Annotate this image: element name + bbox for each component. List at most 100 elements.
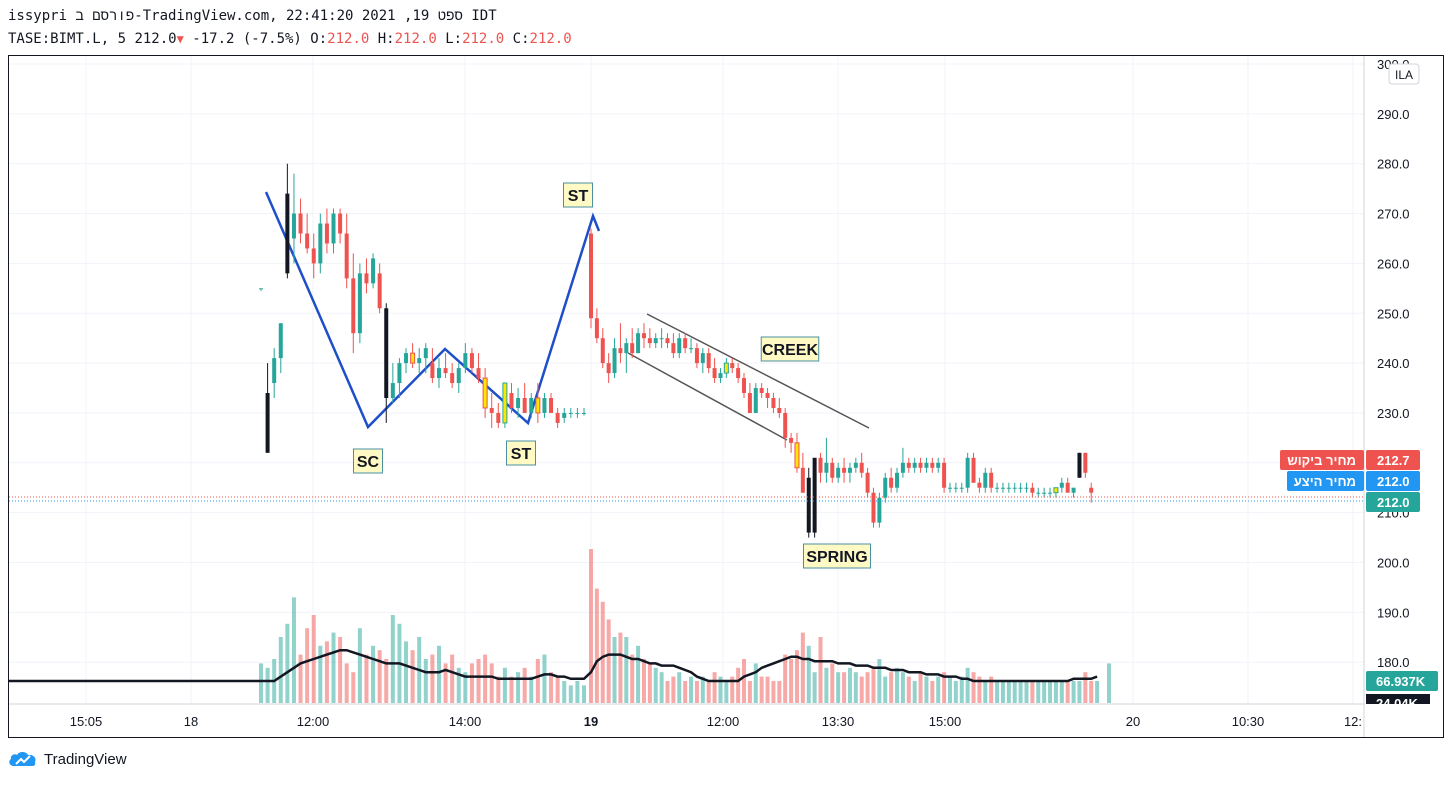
candle-body (1048, 492, 1053, 494)
volume-bar (736, 667, 741, 703)
candle-body (959, 487, 964, 489)
volume-bar (971, 672, 976, 703)
bid-price: 212.7 (1377, 453, 1410, 468)
volume-bar (568, 685, 573, 703)
ohlc-high-value: 212.0 (394, 31, 437, 47)
candle-body (865, 472, 870, 493)
ask-label: מחיר היצע (1294, 474, 1356, 489)
volume-bar (331, 632, 336, 703)
candle-body (1053, 487, 1059, 494)
volume-bar (895, 667, 900, 703)
volume-bar (364, 654, 369, 703)
chart-frame[interactable] (8, 55, 1444, 738)
currency-badge[interactable]: ILA (1388, 63, 1420, 85)
volume-bar (753, 663, 758, 703)
volume-bar (718, 676, 723, 703)
annotation-spring: SPRING (806, 549, 867, 566)
candle-body (983, 472, 988, 488)
price-tick-label: 240.0 (1377, 356, 1410, 371)
down-triangle-icon: ▼ (176, 32, 184, 46)
volume-bar (600, 601, 605, 703)
volume-bar (830, 663, 835, 703)
volume-bar (1006, 681, 1011, 703)
candle-body (912, 462, 917, 468)
candle-body (351, 278, 356, 334)
volume-bar (496, 676, 501, 703)
volume-bar (463, 672, 468, 703)
candle-body (871, 492, 876, 523)
candle-body (659, 338, 664, 340)
candle-body (618, 348, 623, 354)
candle-body (677, 338, 682, 354)
time-tick-label: 13:30 (822, 714, 855, 729)
volume-bar (562, 681, 567, 703)
time-tick-label: 12: (1344, 714, 1362, 729)
annotation-box (760, 336, 820, 362)
symbol-name[interactable]: TASE:BIMT.L, 5 (8, 31, 127, 47)
volume-bar (351, 672, 356, 703)
volume-bar (630, 654, 635, 703)
creek-channel-upper (646, 313, 870, 429)
volume-bar (818, 637, 823, 703)
candle-body (671, 343, 676, 354)
candle-body (995, 487, 1000, 489)
volume-bar (871, 667, 876, 703)
volume-bar (404, 641, 409, 703)
ohlc-low-label: L: (445, 31, 463, 47)
volume-bar (930, 681, 935, 703)
candle-body (502, 382, 508, 424)
volume-bar (1059, 681, 1064, 703)
candle-body (906, 462, 911, 468)
candle-body (636, 333, 641, 354)
volume-bar (357, 628, 362, 703)
candle-body (482, 377, 488, 409)
volume-bar (624, 637, 629, 703)
volume-bar (653, 667, 658, 703)
candles (259, 163, 1094, 538)
time-tick-label: 14:00 (449, 714, 482, 729)
volume-bar (377, 650, 382, 703)
footer-brand[interactable]: TradingView (8, 750, 127, 768)
volume-bar (318, 645, 323, 703)
candle-body (853, 462, 858, 468)
candle-body (1071, 487, 1076, 493)
candle-body (456, 368, 461, 384)
ma-value: 24.04K (1376, 696, 1419, 711)
candle-body (641, 333, 646, 339)
volume-bar (777, 681, 782, 703)
candle-body (1000, 487, 1005, 489)
candle-body (918, 462, 923, 468)
candle-body (800, 467, 805, 493)
candle-body (900, 462, 905, 473)
volume-ma-path (9, 648, 1098, 683)
time-tick-label: 20 (1126, 714, 1140, 729)
volume-bar (1083, 672, 1088, 703)
candle-body (877, 497, 882, 523)
volume-bar (765, 676, 770, 703)
volume-bar (647, 663, 652, 703)
candle-body (535, 397, 541, 414)
volume-bar (1095, 681, 1100, 703)
ohlc-open-value: 212.0 (327, 31, 370, 47)
volume-bar (1042, 681, 1047, 703)
volume-bar (436, 645, 441, 703)
candle-body (600, 338, 605, 364)
price-tick-label: 190.0 (1377, 605, 1410, 620)
annotation-box (563, 182, 593, 208)
volume-bar (730, 676, 735, 703)
volume-bar (1107, 663, 1111, 703)
price-tick-label: 200.0 (1377, 556, 1410, 571)
volume-bar (836, 672, 841, 703)
candle-body (812, 457, 817, 533)
candle-body (936, 462, 941, 468)
candle-body (377, 273, 382, 309)
candle-body (549, 397, 554, 413)
volume-bar (989, 676, 994, 703)
volume-bar (995, 681, 1000, 703)
volume-bar (1036, 681, 1041, 703)
price-axis[interactable]: 300.0290.0280.0270.0260.0250.0240.0230.0… (1377, 57, 1410, 670)
candle-body (529, 397, 534, 413)
time-axis[interactable]: 15:05 18 12:00 14:00 19 12:00 13:30 15:00 20 10:3… (70, 714, 1362, 729)
candle-body (305, 233, 310, 249)
